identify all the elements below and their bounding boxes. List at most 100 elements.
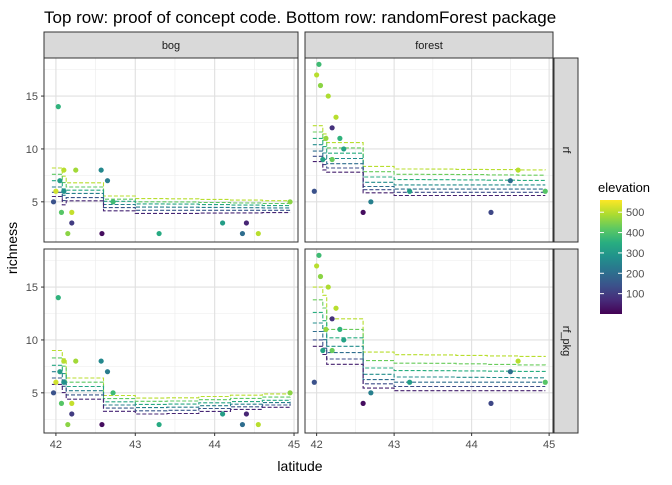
x-tick-label: 44 <box>466 439 478 451</box>
data-point <box>368 390 374 396</box>
data-point <box>61 188 67 194</box>
data-point <box>488 400 494 406</box>
x-tick-label: 45 <box>288 439 300 451</box>
prediction-line <box>312 131 546 176</box>
data-point <box>323 326 329 332</box>
data-point <box>316 61 322 67</box>
points-forest-rf_pkg <box>311 252 548 406</box>
data-point <box>243 220 250 226</box>
prediction-lines-forest-rf <box>312 125 546 197</box>
prediction-line <box>51 364 291 405</box>
data-point <box>156 230 162 237</box>
data-point <box>69 411 75 417</box>
x-tick-label: 45 <box>543 439 555 451</box>
data-point <box>58 209 65 215</box>
data-point <box>323 135 329 141</box>
data-point <box>515 167 521 173</box>
facet-strip-bog <box>43 31 299 59</box>
data-point <box>61 379 67 385</box>
legend: elevation 100 200 300 400 500 <box>598 180 650 314</box>
panel-grid-forest-rf <box>305 58 553 242</box>
data-point <box>50 199 57 205</box>
data-point <box>317 273 324 280</box>
prediction-line <box>312 345 546 392</box>
data-point <box>311 379 317 385</box>
prediction-line <box>312 155 546 193</box>
data-point <box>58 400 65 406</box>
data-point <box>243 411 250 417</box>
data-point <box>219 411 226 417</box>
data-point <box>65 421 71 428</box>
y-tick-label: 5 <box>32 197 38 209</box>
prediction-line <box>312 137 546 181</box>
data-point <box>239 421 246 428</box>
legend-tick-label: 200 <box>626 268 644 280</box>
data-point <box>104 178 111 184</box>
data-point <box>329 316 335 322</box>
data-point <box>542 188 548 194</box>
x-tick-label: 43 <box>388 439 400 451</box>
x-tick-label: 44 <box>209 439 221 451</box>
data-point <box>368 199 374 205</box>
data-point <box>360 209 366 215</box>
prediction-line <box>51 173 291 205</box>
prediction-line <box>312 339 546 388</box>
data-point <box>407 188 413 194</box>
data-point <box>333 305 339 311</box>
data-point <box>317 82 324 89</box>
data-point <box>99 230 105 237</box>
data-point <box>329 156 335 163</box>
y-tick-label: 10 <box>26 335 38 347</box>
panel-border <box>304 57 554 243</box>
data-point <box>55 104 61 110</box>
x-tick-label: 43 <box>129 439 141 451</box>
y-tick-label: 15 <box>26 91 38 103</box>
data-point <box>53 188 59 194</box>
panel-border <box>43 57 299 243</box>
prediction-line <box>51 186 291 209</box>
legend-colorbar <box>600 200 622 314</box>
data-point <box>55 295 61 301</box>
data-point <box>360 400 366 406</box>
y-tick-label: 10 <box>26 144 38 156</box>
data-point <box>314 263 320 269</box>
data-point <box>255 230 261 237</box>
panels-layer: bog forest rf rf_pkg 42 43 44 45 42 43 44 45 5 10 15 5 1… <box>26 31 579 451</box>
panel-grid-forest-rf_pkg <box>305 249 553 433</box>
data-point <box>329 347 335 354</box>
facet-strip-rf <box>553 57 579 243</box>
legend-tick-label: 500 <box>626 207 644 219</box>
prediction-line <box>51 195 291 214</box>
data-point <box>219 220 226 226</box>
prediction-line <box>312 311 546 372</box>
data-point <box>337 135 343 141</box>
data-point <box>61 358 67 364</box>
legend-tick-label: 100 <box>626 289 644 301</box>
data-point <box>99 421 105 428</box>
data-point <box>320 347 326 354</box>
data-point <box>314 72 320 78</box>
data-point <box>542 379 548 385</box>
prediction-line <box>51 383 291 415</box>
legend-tick-label: 300 <box>626 248 644 260</box>
y-tick-label: 5 <box>32 388 38 400</box>
facet-strip-forest <box>304 31 554 59</box>
data-point <box>50 390 57 396</box>
data-point <box>73 167 79 173</box>
facet-strip-label-bog: bog <box>162 40 180 52</box>
prediction-line <box>312 150 546 190</box>
data-point <box>69 209 75 215</box>
data-point <box>507 369 513 375</box>
data-point <box>53 379 59 385</box>
data-point <box>325 93 331 99</box>
prediction-line <box>51 167 291 202</box>
panel-grid-bog-rf <box>44 58 298 242</box>
x-tick-label: 42 <box>311 439 323 451</box>
data-point <box>488 209 494 215</box>
data-point <box>507 178 513 184</box>
data-point <box>98 167 104 173</box>
data-point <box>329 125 335 131</box>
points-bog-rf <box>50 104 293 237</box>
